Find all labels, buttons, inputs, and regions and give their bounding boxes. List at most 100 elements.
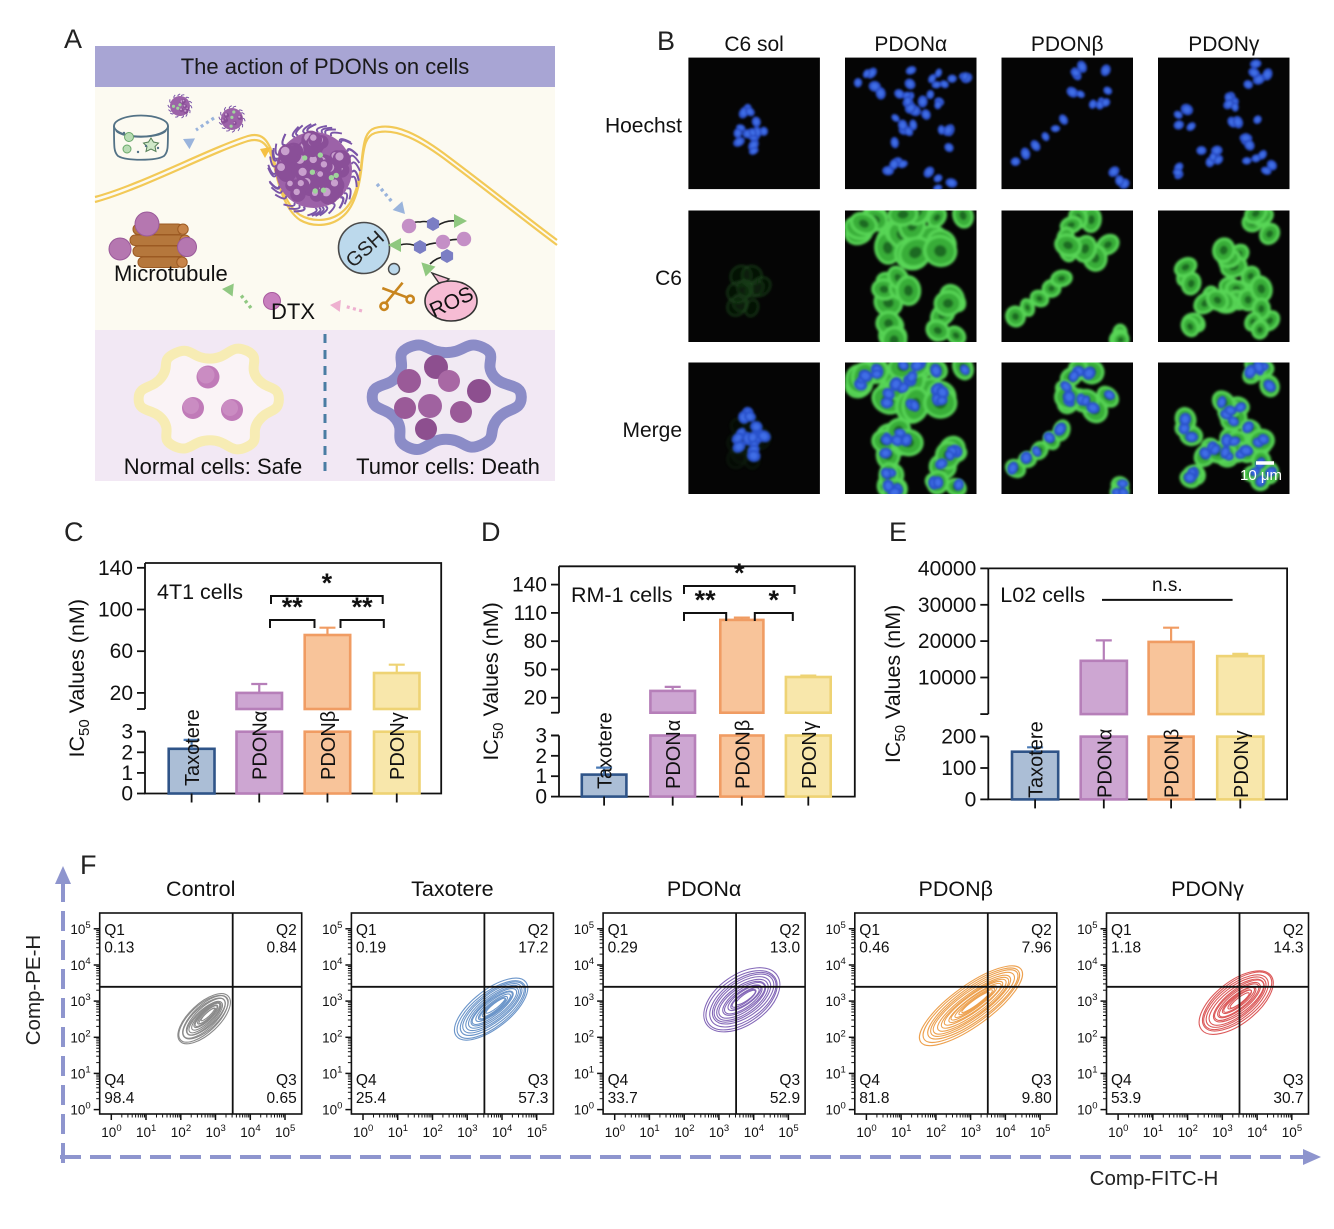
svg-text:IC50 Values (nM): IC50 Values (nM) <box>881 605 909 763</box>
svg-text:20: 20 <box>524 687 547 710</box>
svg-text:Q2: Q2 <box>1031 922 1052 939</box>
svg-text:Q2: Q2 <box>1283 922 1304 939</box>
svg-text:PDONγ: PDONγ <box>387 712 409 780</box>
svg-text:PDONγ: PDONγ <box>799 721 821 789</box>
svg-text:Q2: Q2 <box>779 922 800 939</box>
svg-text:Comp-PE-H: Comp-PE-H <box>22 935 45 1046</box>
svg-text:50: 50 <box>524 659 547 682</box>
svg-text:Q4: Q4 <box>1111 1072 1132 1089</box>
svg-text:Taxotere: Taxotere <box>1026 721 1048 798</box>
svg-text:52.9: 52.9 <box>770 1090 800 1107</box>
svg-text:140: 140 <box>98 557 133 580</box>
svg-text:0.13: 0.13 <box>104 940 134 957</box>
svg-text:1: 1 <box>535 765 547 788</box>
svg-text:**: ** <box>352 592 374 622</box>
svg-text:Tumor cells: Death: Tumor cells: Death <box>356 454 540 479</box>
svg-text:PDONγ: PDONγ <box>1231 730 1253 798</box>
svg-text:53.9: 53.9 <box>1111 1090 1141 1107</box>
svg-text:Q1: Q1 <box>104 922 125 939</box>
svg-text:PDONγ: PDONγ <box>1171 877 1244 901</box>
svg-text:14.3: 14.3 <box>1273 940 1303 957</box>
svg-text:0.65: 0.65 <box>267 1090 297 1107</box>
svg-text:DTX: DTX <box>271 299 315 324</box>
svg-text:n.s.: n.s. <box>1152 575 1183 596</box>
svg-text:Q3: Q3 <box>1031 1072 1052 1089</box>
svg-text:B: B <box>657 26 675 56</box>
svg-text:30000: 30000 <box>918 594 976 617</box>
svg-text:PDONα: PDONα <box>663 720 685 789</box>
svg-text:13.0: 13.0 <box>770 940 801 957</box>
svg-text:PDONγ: PDONγ <box>1188 33 1260 56</box>
svg-text:C6: C6 <box>655 267 682 290</box>
svg-text:9.80: 9.80 <box>1022 1090 1053 1107</box>
svg-text:7.96: 7.96 <box>1022 940 1052 957</box>
svg-text:0: 0 <box>121 783 133 806</box>
svg-text:Control: Control <box>166 877 235 901</box>
svg-text:25.4: 25.4 <box>356 1090 387 1107</box>
svg-text:IC50 Values (nM): IC50 Values (nM) <box>479 602 507 760</box>
svg-text:Q4: Q4 <box>356 1072 377 1089</box>
svg-text:140: 140 <box>512 574 547 597</box>
svg-text:C: C <box>64 517 84 547</box>
svg-text:A: A <box>64 24 82 54</box>
svg-text:IC50 Values (nM): IC50 Values (nM) <box>65 599 93 757</box>
svg-text:110: 110 <box>514 602 547 625</box>
svg-text:PDONβ: PDONβ <box>1031 33 1104 56</box>
svg-text:PDONβ: PDONβ <box>1162 729 1184 798</box>
svg-text:*: * <box>769 585 780 615</box>
svg-text:Q1: Q1 <box>356 922 377 939</box>
svg-text:Q1: Q1 <box>1111 922 1132 939</box>
svg-text:RM-1 cells: RM-1 cells <box>571 583 673 607</box>
svg-text:60: 60 <box>110 640 133 663</box>
svg-text:PDONα: PDONα <box>1094 729 1116 798</box>
svg-text:0: 0 <box>965 788 977 811</box>
svg-text:The action of PDONs on cells: The action of PDONs on cells <box>181 54 470 79</box>
svg-text:Comp-FITC-H: Comp-FITC-H <box>1090 1167 1219 1190</box>
svg-text:PDONα: PDONα <box>250 711 272 780</box>
svg-text:D: D <box>481 517 501 547</box>
svg-text:10000: 10000 <box>918 667 976 690</box>
svg-text:Q3: Q3 <box>779 1072 800 1089</box>
svg-text:200: 200 <box>941 726 976 749</box>
svg-text:Q2: Q2 <box>528 922 549 939</box>
svg-text:4T1 cells: 4T1 cells <box>157 580 243 604</box>
svg-text:57.3: 57.3 <box>518 1090 548 1107</box>
svg-text:3: 3 <box>121 721 133 744</box>
svg-text:40000: 40000 <box>918 557 976 580</box>
svg-text:Taxotere: Taxotere <box>595 712 617 789</box>
svg-text:Q2: Q2 <box>276 922 297 939</box>
svg-text:1: 1 <box>121 762 133 785</box>
svg-text:81.8: 81.8 <box>859 1090 889 1107</box>
svg-text:PDONα: PDONα <box>667 877 742 901</box>
svg-text:PDONα: PDONα <box>874 33 947 56</box>
svg-text:C6 sol: C6 sol <box>724 33 784 56</box>
svg-text:0.84: 0.84 <box>267 940 298 957</box>
svg-text:Taxotere: Taxotere <box>182 709 204 786</box>
svg-text:Q3: Q3 <box>528 1072 549 1089</box>
svg-text:PDONβ: PDONβ <box>732 720 754 789</box>
svg-text:Hoechst: Hoechst <box>605 114 682 137</box>
svg-text:2: 2 <box>121 741 133 764</box>
svg-text:100: 100 <box>98 599 133 622</box>
svg-text:Microtubule: Microtubule <box>114 261 228 286</box>
svg-text:PDONβ: PDONβ <box>318 711 340 780</box>
svg-text:**: ** <box>282 592 304 622</box>
svg-text:0: 0 <box>535 786 547 809</box>
svg-text:E: E <box>889 517 907 547</box>
svg-text:0.29: 0.29 <box>608 940 638 957</box>
svg-text:Q3: Q3 <box>1283 1072 1304 1089</box>
svg-text:20000: 20000 <box>918 630 976 653</box>
svg-text:Q3: Q3 <box>276 1072 297 1089</box>
svg-text:Q1: Q1 <box>859 922 880 939</box>
svg-text:2: 2 <box>535 745 547 768</box>
svg-text:Taxotere: Taxotere <box>411 877 493 901</box>
svg-text:Q1: Q1 <box>608 922 629 939</box>
svg-text:0.46: 0.46 <box>859 940 889 957</box>
svg-text:Q4: Q4 <box>608 1072 629 1089</box>
svg-text:3: 3 <box>535 724 547 747</box>
svg-text:F: F <box>80 850 97 880</box>
svg-text:33.7: 33.7 <box>608 1090 638 1107</box>
svg-text:98.4: 98.4 <box>104 1090 135 1107</box>
svg-text:0.19: 0.19 <box>356 940 386 957</box>
svg-text:1.18: 1.18 <box>1111 940 1141 957</box>
